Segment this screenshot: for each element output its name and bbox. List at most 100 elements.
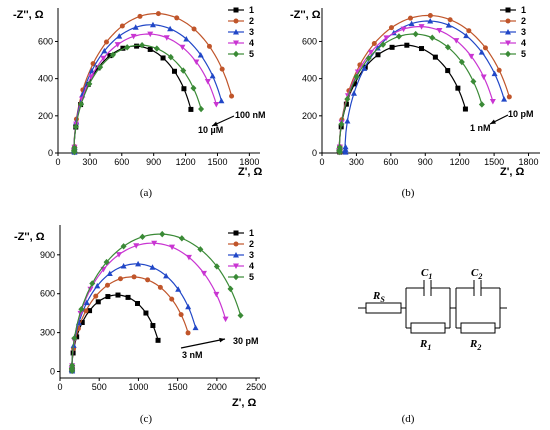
series-line [71, 263, 197, 370]
y-tick-label: 200 [302, 111, 317, 121]
data-point [135, 260, 142, 267]
x-tick-label: 300 [349, 157, 364, 167]
x-tick-label: 1800 [519, 157, 539, 167]
data-point [389, 44, 395, 50]
data-point [94, 282, 101, 289]
data-point [480, 74, 487, 80]
data-point [183, 35, 190, 42]
data-point [179, 44, 186, 51]
legend-entry: 1 [228, 228, 254, 238]
legend-entry: 2 [500, 16, 526, 26]
data-point [88, 74, 95, 80]
data-point [101, 47, 108, 54]
series-2 [336, 12, 512, 155]
data-point [159, 230, 166, 238]
legend-marker [505, 40, 511, 46]
legend-entry: 2 [228, 16, 254, 26]
legend-entry: 2 [228, 239, 254, 249]
data-point [418, 24, 425, 30]
data-point [229, 93, 235, 99]
legend-marker [233, 241, 239, 247]
legend-label: 2 [249, 16, 254, 26]
data-point [169, 296, 175, 302]
x-tick-label: 1500 [484, 157, 504, 167]
data-point [71, 144, 78, 151]
y-axis-label: -Z'', Ω [13, 9, 44, 21]
legend-entry: 4 [228, 261, 254, 271]
data-point [200, 270, 207, 277]
data-point [175, 286, 182, 292]
data-point [395, 33, 402, 40]
data-point [149, 264, 156, 270]
legend-label: 3 [249, 250, 254, 260]
series-5 [70, 42, 205, 156]
y-tick-label: 400 [38, 74, 53, 84]
data-point [181, 86, 187, 92]
legend-entry: 3 [228, 27, 254, 37]
panel-label-a: (a) [140, 187, 153, 199]
series-5 [68, 230, 244, 375]
legend-entry: 1 [500, 5, 526, 15]
annotation-arrowhead [219, 337, 225, 343]
data-point [491, 70, 498, 77]
legend-entry: 5 [500, 49, 526, 59]
data-point [178, 235, 185, 242]
resistor-r2 [460, 322, 496, 334]
data-point [227, 285, 234, 293]
data-point [458, 58, 465, 66]
x-tick-label: 1200 [450, 157, 470, 167]
x-axis-label: Z', Ω [500, 166, 524, 178]
series-line [71, 242, 227, 369]
x-tick-label: 1500 [207, 157, 227, 167]
data-point [167, 53, 174, 61]
legend-label: 3 [521, 27, 526, 37]
annotation-label: 30 pM [233, 336, 259, 346]
data-point [97, 63, 104, 71]
data-point [69, 362, 76, 369]
data-point [219, 66, 225, 72]
x-tick-label: 1200 [176, 157, 196, 167]
legend-entry: 4 [228, 38, 254, 48]
legend-label: 1 [249, 228, 254, 238]
data-point [350, 90, 357, 96]
legend-entry: 4 [500, 38, 526, 48]
data-point [105, 294, 111, 300]
x-tick-label: 900 [418, 157, 433, 167]
data-point [132, 24, 139, 30]
data-point [143, 310, 149, 316]
data-point [371, 41, 377, 47]
label-rs-main: R [372, 290, 380, 302]
data-point [79, 320, 85, 326]
annotation-label: 10 pM [508, 109, 534, 119]
legend-entry: 3 [228, 250, 254, 260]
data-point [83, 308, 89, 314]
data-point [95, 299, 101, 305]
data-point [367, 49, 374, 56]
data-point [197, 51, 204, 58]
data-point [86, 80, 93, 88]
data-point [496, 67, 502, 73]
data-point [185, 303, 192, 310]
data-point [237, 312, 244, 319]
legend-entry: 5 [228, 49, 254, 59]
data-point [137, 13, 143, 19]
series-1 [336, 42, 468, 155]
data-point [114, 42, 121, 48]
data-point [131, 274, 137, 280]
legend-marker [233, 7, 239, 13]
data-point [213, 263, 220, 270]
data-point [338, 120, 345, 128]
data-point [106, 270, 113, 276]
data-point [352, 81, 358, 87]
data-point [197, 246, 204, 253]
y-axis-label: -Z'', Ω [14, 231, 45, 243]
data-point [470, 78, 477, 85]
data-point [501, 96, 508, 102]
data-point [155, 337, 161, 343]
legend-label: 4 [249, 261, 254, 271]
annotation-arrowhead [490, 119, 496, 124]
data-point [125, 294, 131, 300]
data-point [124, 44, 131, 51]
legend-marker [233, 263, 239, 269]
